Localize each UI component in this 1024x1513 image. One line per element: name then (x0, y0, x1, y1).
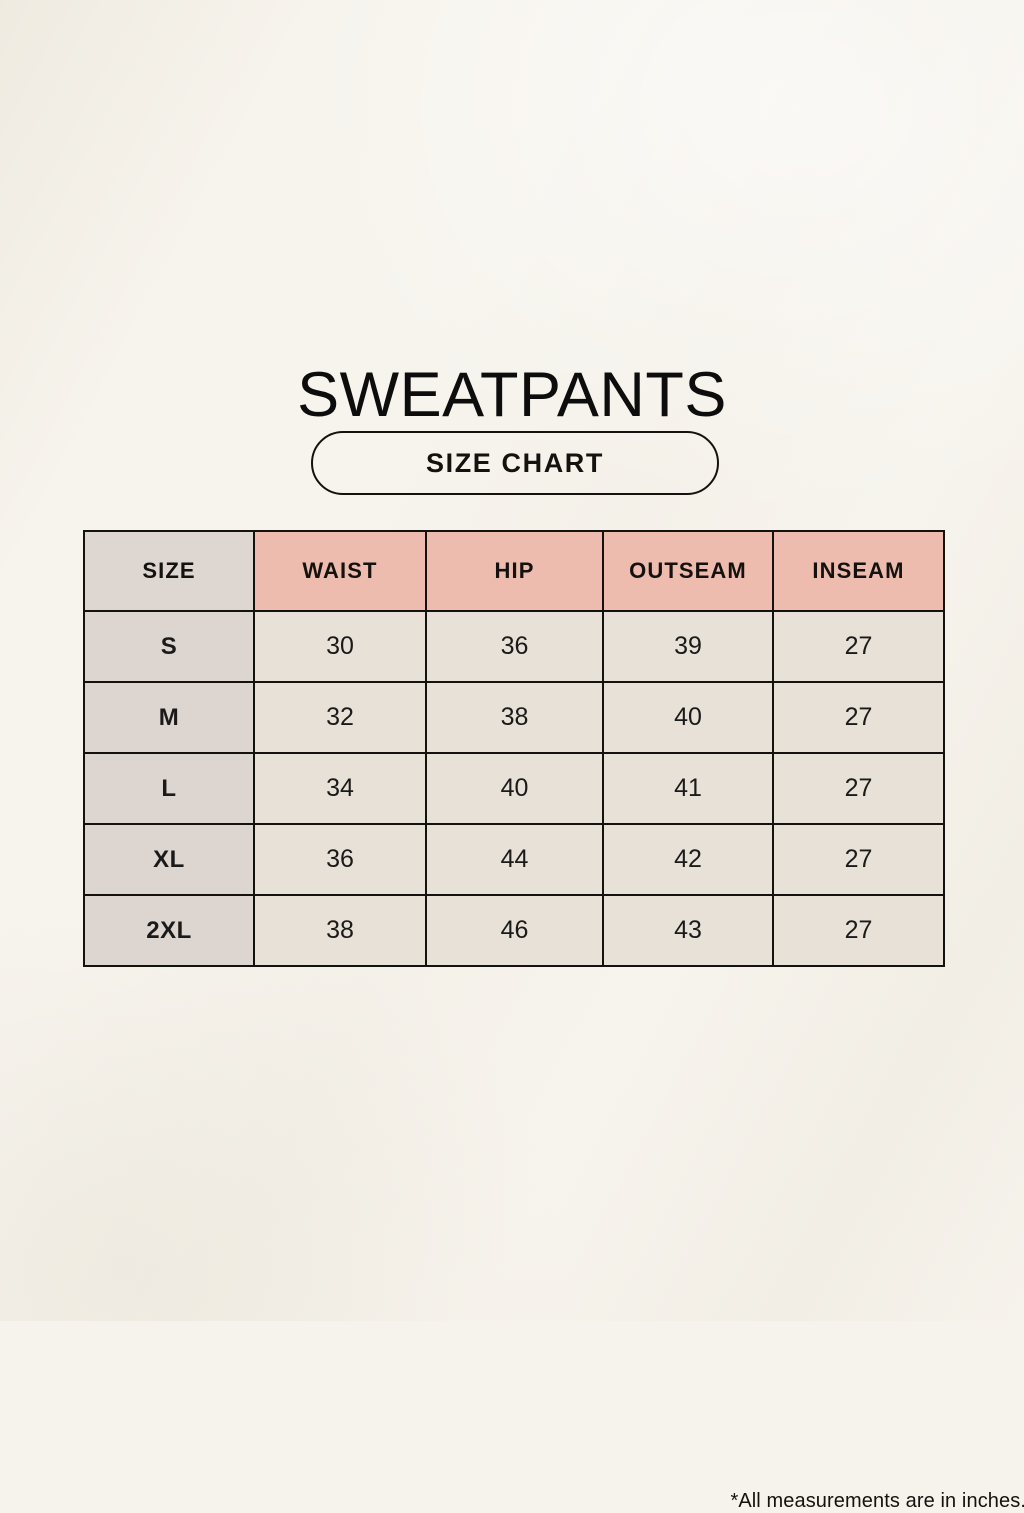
cell-size: L (83, 752, 255, 825)
table-row: 2XL 38 46 43 27 (83, 894, 945, 967)
page-title: SWEATPANTS (297, 360, 727, 431)
size-chart-badge: SIZE CHART (311, 431, 719, 495)
table-row: XL 36 44 42 27 (83, 823, 945, 896)
cell-hip: 40 (425, 752, 604, 825)
cell-waist: 30 (253, 610, 427, 683)
cell-size: 2XL (83, 894, 255, 967)
cell-outseam: 41 (602, 752, 774, 825)
table-header-row: SIZE WAIST HIP OUTSEAM INSEAM (83, 530, 945, 612)
measurements-footnote: *All measurements are in inches. (730, 1490, 1024, 1512)
cell-waist: 36 (253, 823, 427, 896)
cell-outseam: 39 (602, 610, 774, 683)
cell-hip: 44 (425, 823, 604, 896)
cell-inseam: 27 (772, 823, 945, 896)
cell-waist: 38 (253, 894, 427, 967)
cell-inseam: 27 (772, 681, 945, 754)
cell-inseam: 27 (772, 610, 945, 683)
table-row: S 30 36 39 27 (83, 610, 945, 683)
cell-size: S (83, 610, 255, 683)
cell-outseam: 42 (602, 823, 774, 896)
cell-waist: 34 (253, 752, 427, 825)
cell-outseam: 43 (602, 894, 774, 967)
cell-hip: 38 (425, 681, 604, 754)
column-header-outseam: OUTSEAM (602, 530, 774, 612)
cell-inseam: 27 (772, 894, 945, 967)
column-header-size: SIZE (83, 530, 255, 612)
size-table-container: SIZE WAIST HIP OUTSEAM INSEAM S 30 36 39… (83, 530, 1024, 1512)
cell-outseam: 40 (602, 681, 774, 754)
column-header-hip: HIP (425, 530, 604, 612)
table-row: M 32 38 40 27 (83, 681, 945, 754)
column-header-waist: WAIST (253, 530, 427, 612)
cell-hip: 46 (425, 894, 604, 967)
table-row: L 34 40 41 27 (83, 752, 945, 825)
cell-inseam: 27 (772, 752, 945, 825)
cell-waist: 32 (253, 681, 427, 754)
column-header-inseam: INSEAM (772, 530, 945, 612)
size-chart-badge-label: SIZE CHART (426, 447, 604, 478)
table-body: S 30 36 39 27 M 32 38 40 27 L 34 40 (83, 610, 945, 967)
table-header: SIZE WAIST HIP OUTSEAM INSEAM (83, 530, 945, 612)
cell-hip: 36 (425, 610, 604, 683)
size-chart-table: SIZE WAIST HIP OUTSEAM INSEAM S 30 36 39… (83, 530, 945, 967)
cell-size: XL (83, 823, 255, 896)
cell-size: M (83, 681, 255, 754)
